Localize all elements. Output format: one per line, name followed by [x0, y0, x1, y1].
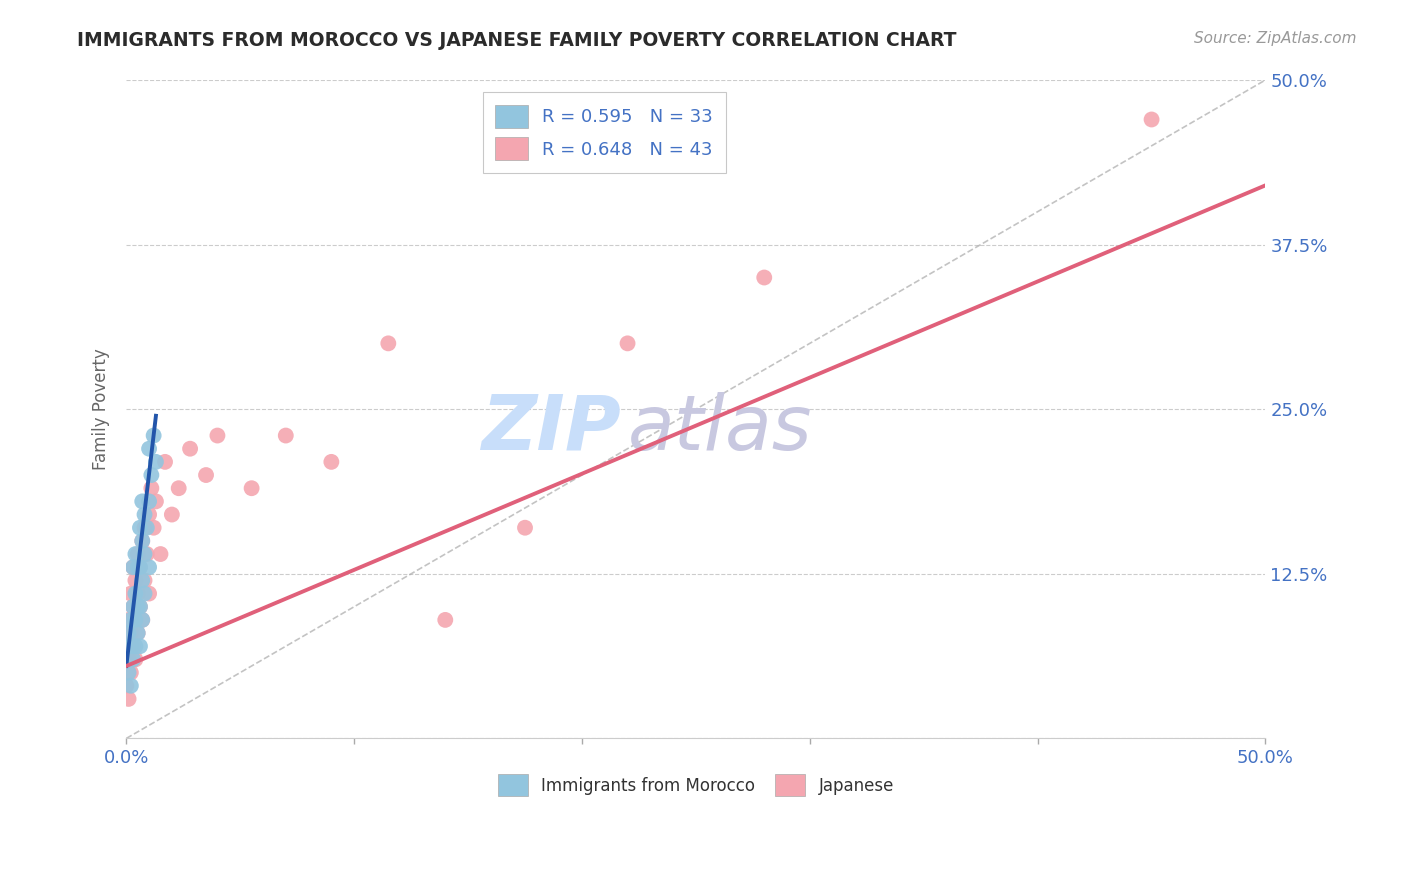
Point	[513, 521, 536, 535]
Point	[117, 692, 139, 706]
Point	[616, 336, 638, 351]
Point	[124, 547, 146, 561]
Y-axis label: Family Poverty: Family Poverty	[93, 348, 110, 470]
Point	[122, 599, 145, 614]
Point	[124, 652, 146, 666]
Point	[131, 494, 153, 508]
Point	[120, 665, 142, 680]
Point	[127, 626, 149, 640]
Point	[122, 639, 145, 653]
Point	[138, 560, 160, 574]
Point	[131, 613, 153, 627]
Text: IMMIGRANTS FROM MOROCCO VS JAPANESE FAMILY POVERTY CORRELATION CHART: IMMIGRANTS FROM MOROCCO VS JAPANESE FAMI…	[77, 31, 957, 50]
Point	[131, 533, 153, 548]
Point	[131, 574, 153, 588]
Point	[138, 508, 160, 522]
Point	[124, 574, 146, 588]
Point	[117, 613, 139, 627]
Point	[131, 613, 153, 627]
Point	[122, 652, 145, 666]
Point	[117, 626, 139, 640]
Point	[129, 560, 152, 574]
Point	[127, 560, 149, 574]
Point	[149, 547, 172, 561]
Point	[127, 547, 149, 561]
Point	[122, 560, 145, 574]
Point	[124, 613, 146, 627]
Point	[138, 494, 160, 508]
Point	[120, 626, 142, 640]
Point	[1140, 112, 1163, 127]
Point	[117, 652, 139, 666]
Point	[179, 442, 201, 456]
Point	[138, 442, 160, 456]
Point	[124, 639, 146, 653]
Point	[141, 468, 163, 483]
Point	[117, 665, 139, 680]
Point	[134, 574, 156, 588]
Point	[127, 626, 149, 640]
Point	[124, 586, 146, 600]
Text: ZIP: ZIP	[482, 392, 621, 466]
Point	[134, 508, 156, 522]
Point	[129, 639, 152, 653]
Point	[434, 613, 457, 627]
Point	[142, 428, 165, 442]
Point	[127, 599, 149, 614]
Point	[321, 455, 343, 469]
Point	[115, 679, 138, 693]
Text: atlas: atlas	[627, 392, 813, 466]
Text: Source: ZipAtlas.com: Source: ZipAtlas.com	[1194, 31, 1357, 46]
Point	[207, 428, 229, 442]
Point	[120, 639, 142, 653]
Point	[122, 599, 145, 614]
Point	[142, 521, 165, 535]
Point	[160, 508, 183, 522]
Point	[120, 586, 142, 600]
Point	[129, 599, 152, 614]
Point	[377, 336, 399, 351]
Point	[274, 428, 297, 442]
Point	[134, 521, 156, 535]
Point	[135, 547, 157, 561]
Point	[129, 521, 152, 535]
Point	[129, 560, 152, 574]
Point	[120, 613, 142, 627]
Legend: Immigrants from Morocco, Japanese: Immigrants from Morocco, Japanese	[491, 768, 901, 803]
Point	[120, 679, 142, 693]
Point	[153, 455, 176, 469]
Point	[145, 494, 167, 508]
Point	[138, 586, 160, 600]
Point	[134, 547, 156, 561]
Point	[131, 533, 153, 548]
Point	[135, 521, 157, 535]
Point	[122, 560, 145, 574]
Point	[141, 481, 163, 495]
Point	[145, 455, 167, 469]
Point	[195, 468, 218, 483]
Point	[754, 270, 776, 285]
Point	[127, 586, 149, 600]
Point	[129, 599, 152, 614]
Point	[240, 481, 263, 495]
Point	[167, 481, 190, 495]
Point	[134, 586, 156, 600]
